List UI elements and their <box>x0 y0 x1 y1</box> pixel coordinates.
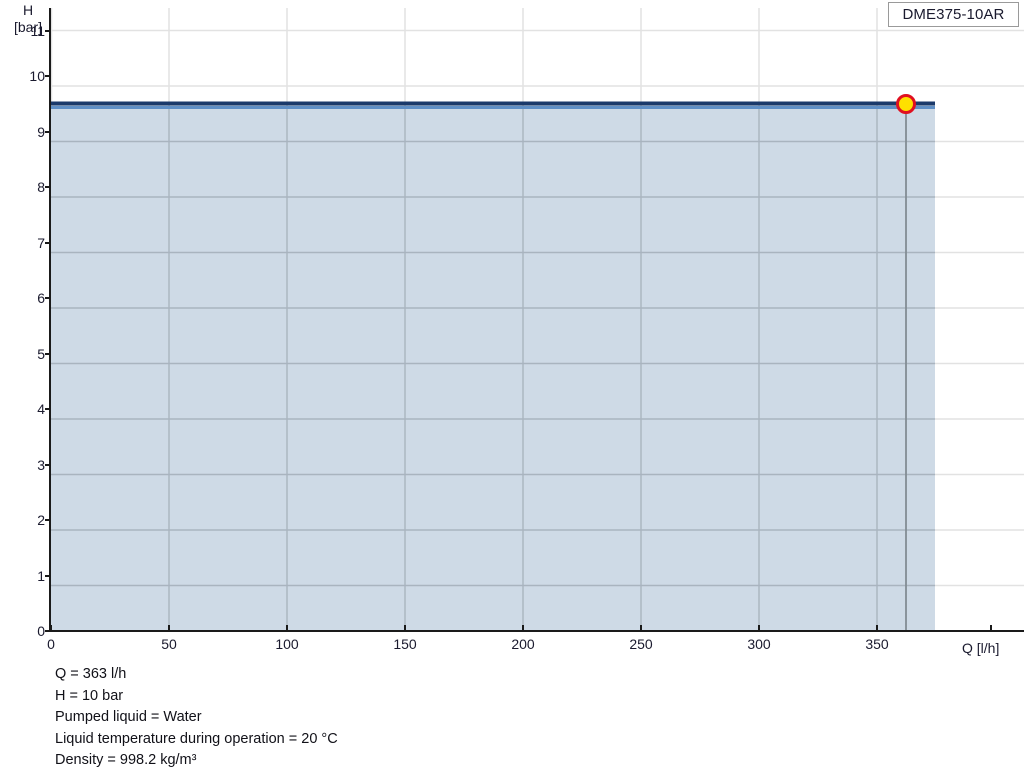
y-tick-mark-6 <box>45 297 51 299</box>
chart-canvas <box>51 8 1024 631</box>
y-tick-label-7: 7 <box>37 234 45 251</box>
y-tick-mark-2 <box>45 519 51 521</box>
y-tick-label-8: 8 <box>37 179 45 195</box>
plot-area[interactable] <box>51 8 1024 631</box>
y-tick-label-6: 6 <box>37 290 45 306</box>
y-tick-mark-10 <box>45 75 51 77</box>
y-tick-label-9: 9 <box>37 123 45 140</box>
y-axis-line <box>49 8 51 632</box>
y-tick-mark-9 <box>45 130 51 133</box>
x-tick-mark-2 <box>286 625 288 631</box>
x-tick-mark-5 <box>640 625 642 631</box>
x-tick-label-5: 250 <box>629 636 653 652</box>
y-tick-mark-11 <box>45 29 51 32</box>
y-axis-title: H [bar] <box>6 2 50 36</box>
x-tick-label-1: 50 <box>161 636 177 652</box>
y-axis-title-symbol: H <box>22 2 34 18</box>
y-tick-label-2: 2 <box>37 512 45 528</box>
caption-line-liquid: Pumped liquid = Water <box>55 709 202 725</box>
model-legend-box[interactable]: DME375-10AR <box>888 2 1019 27</box>
x-tick-label-6: 300 <box>747 636 771 652</box>
x-tick-label-0: 0 <box>47 636 55 652</box>
caption-line-head: H = 10 bar <box>55 687 124 704</box>
y-tick-mark-7 <box>45 241 51 244</box>
x-tick-label-2: 100 <box>275 636 299 652</box>
x-tick-mark-0 <box>50 625 52 631</box>
y-tick-label-11: 11 <box>30 22 45 39</box>
performance-area-fill <box>51 104 935 631</box>
y-tick-label-3: 3 <box>37 456 45 473</box>
y-tick-label-1: 1 <box>37 567 45 584</box>
x-tick-mark-7 <box>876 625 878 631</box>
x-axis-line <box>45 630 1024 632</box>
y-tick-mark-0 <box>45 630 51 632</box>
caption-line-density: Density = 998.2 kg/m³ <box>55 752 197 768</box>
x-tick-mark-3 <box>404 625 406 631</box>
model-legend-label: DME375-10AR <box>902 6 1005 23</box>
y-axis-title-unit: [bar] <box>13 19 42 35</box>
x-tick-mark-6 <box>758 625 760 631</box>
x-tick-label-7: 350 <box>865 636 889 652</box>
x-tick-mark-1 <box>168 625 170 631</box>
operating-conditions-caption: Q = 363 l/h H = 10 bar Pumped liquid = W… <box>55 664 338 772</box>
y-tick-label-0: 0 <box>37 623 45 639</box>
y-tick-mark-3 <box>45 463 51 466</box>
duty-point-marker[interactable] <box>896 94 916 114</box>
y-tick-mark-1 <box>45 574 51 577</box>
x-tick-label-3: 150 <box>393 636 417 652</box>
y-tick-group: 0 1 2 3 4 5 6 7 8 9 10 11 <box>0 0 51 781</box>
y-tick-label-4: 4 <box>37 401 45 417</box>
x-tick-mark-end <box>990 625 992 631</box>
y-tick-label-10: 10 <box>29 68 45 84</box>
caption-line-temperature: Liquid temperature during operation = 20… <box>55 730 338 747</box>
gridlines-over-fill <box>51 104 935 631</box>
caption-line-flow: Q = 363 l/h <box>55 666 127 682</box>
y-tick-mark-4 <box>45 408 51 410</box>
y-tick-mark-8 <box>45 186 51 188</box>
x-axis-title: Q [l/h] <box>962 640 1000 656</box>
y-tick-label-5: 5 <box>37 345 45 362</box>
y-tick-mark-5 <box>45 352 51 355</box>
x-tick-label-4: 200 <box>511 636 535 652</box>
x-tick-mark-4 <box>522 625 524 631</box>
